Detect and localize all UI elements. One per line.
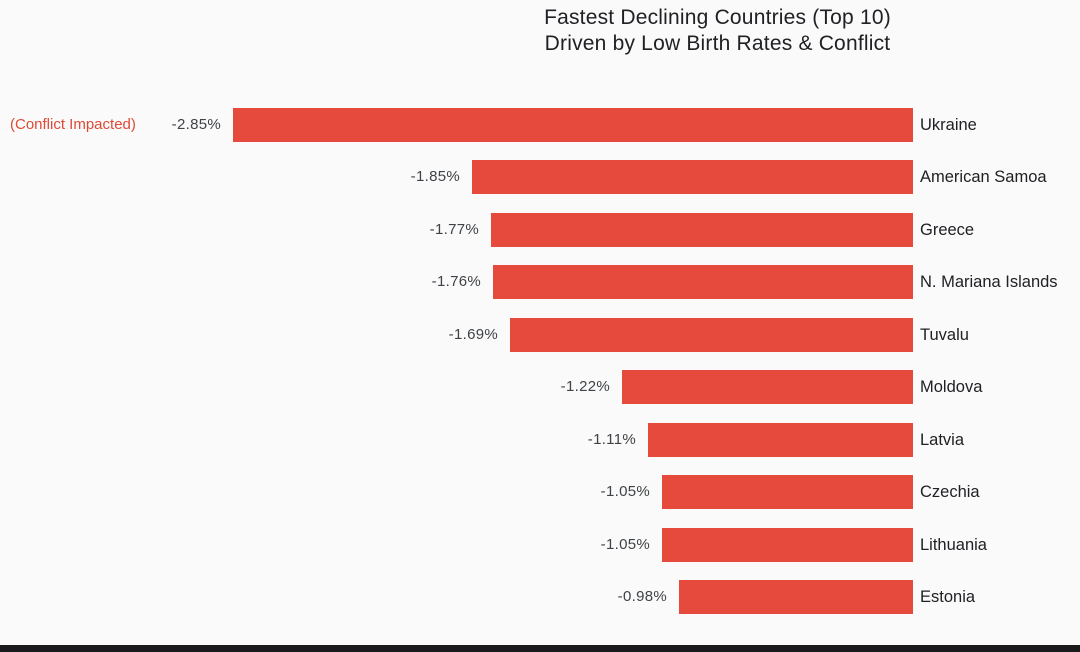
bar xyxy=(510,318,913,352)
bar xyxy=(233,108,913,142)
bar-row: -1.69% Tuvalu xyxy=(0,318,1080,352)
bar xyxy=(648,423,913,457)
bar-row: -1.11% Latvia xyxy=(0,423,1080,457)
value-label: -1.11% xyxy=(587,431,636,448)
bar xyxy=(662,528,913,562)
bar-row: -1.05% Czechia xyxy=(0,475,1080,509)
country-label: Ukraine xyxy=(920,116,977,134)
chart-title-line1: Fastest Declining Countries (Top 10) xyxy=(544,6,891,29)
bar xyxy=(662,475,913,509)
value-label: -1.85% xyxy=(410,168,460,185)
country-label: Greece xyxy=(920,221,975,239)
bar-row: -1.85% American Samoa xyxy=(0,160,1080,194)
conflict-impacted-annotation: (Conflict Impacted) xyxy=(10,116,136,133)
chart-title: Fastest Declining Countries (Top 10) Dri… xyxy=(365,5,1070,57)
bar-row: -0.98% Estonia xyxy=(0,580,1080,614)
chart-title-line2: Driven by Low Birth Rates & Conflict xyxy=(544,32,891,55)
value-label: -1.69% xyxy=(448,326,498,343)
bar xyxy=(679,580,913,614)
value-label: -1.05% xyxy=(600,536,650,553)
value-label: -1.77% xyxy=(429,221,479,238)
bar-row: -1.05% Lithuania xyxy=(0,528,1080,562)
country-label: Tuvalu xyxy=(920,326,969,344)
country-label: N. Mariana Islands xyxy=(920,273,1058,291)
country-label: Latvia xyxy=(920,431,965,449)
value-label: -1.22% xyxy=(560,378,610,395)
country-label: American Samoa xyxy=(920,168,1047,186)
country-label: Lithuania xyxy=(920,536,987,554)
bar-row: -2.85% Ukraine (Conflict Impacted) xyxy=(0,108,1080,142)
value-label: -2.85% xyxy=(171,116,221,133)
bar xyxy=(472,160,913,194)
value-label: -1.76% xyxy=(431,273,481,290)
value-label: -0.98% xyxy=(617,588,667,605)
bar-row: -1.22% Moldova xyxy=(0,370,1080,404)
bar xyxy=(622,370,913,404)
bottom-edge-strip xyxy=(0,645,1080,652)
bar-chart: -2.85% Ukraine (Conflict Impacted) -1.85% Am… xyxy=(0,108,1080,638)
value-label: -1.05% xyxy=(600,483,650,500)
bar-row: -1.77% Greece xyxy=(0,213,1080,247)
country-label: Czechia xyxy=(920,483,980,501)
country-label: Moldova xyxy=(920,378,983,396)
bar xyxy=(493,265,913,299)
bar xyxy=(491,213,913,247)
country-label: Estonia xyxy=(920,588,976,606)
bar-row: -1.76% N. Mariana Islands xyxy=(0,265,1080,299)
